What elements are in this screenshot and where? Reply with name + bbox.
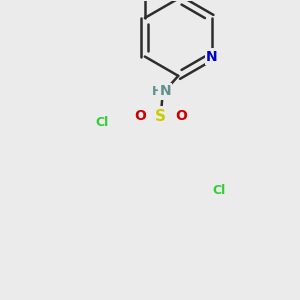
Text: Cl: Cl bbox=[213, 184, 226, 197]
Text: H: H bbox=[152, 85, 162, 98]
Text: O: O bbox=[135, 109, 146, 123]
Text: Cl: Cl bbox=[96, 116, 109, 130]
Text: N: N bbox=[160, 85, 171, 98]
Text: N: N bbox=[206, 50, 218, 64]
Text: S: S bbox=[155, 109, 166, 124]
Text: O: O bbox=[175, 109, 187, 123]
